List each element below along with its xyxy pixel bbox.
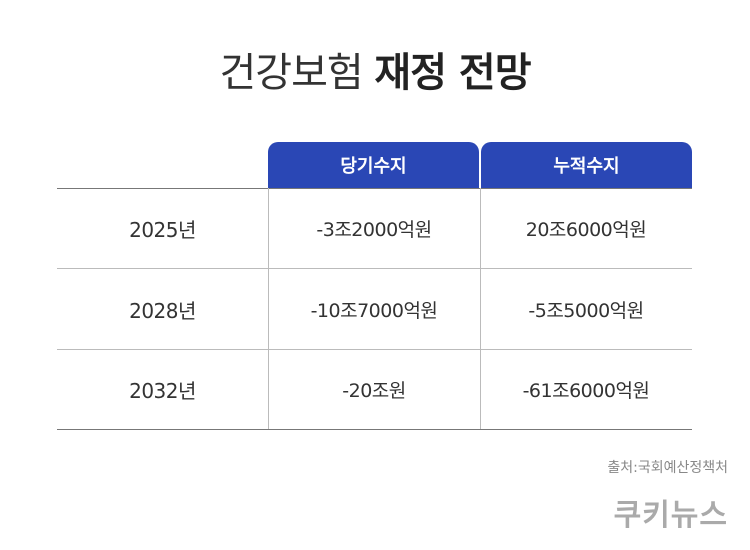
page-title: 건강보험 재정 전망 [0,40,750,98]
row-current: -10조7000억원 [310,299,438,322]
row-current: -3조2000억원 [316,218,432,241]
header-current-balance: 당기수지 [268,142,479,188]
row-cumulative: -5조5000억원 [528,299,644,322]
column-divider [480,188,481,429]
divider [57,429,692,430]
row-current: -20조원 [342,379,406,402]
title-normal: 건강보험 [219,50,363,96]
divider [57,268,692,269]
row-year: 2025년 [129,217,196,242]
logo: 쿠키뉴스 [613,498,728,533]
row-cumulative: -61조6000억원 [522,379,650,402]
row-year: 2028년 [129,298,196,323]
row-year: 2032년 [129,378,196,403]
title-bold: 재정 전망 [374,50,531,96]
header-cumulative-balance: 누적수지 [481,142,692,188]
source-text: 출처:국회예산정책처 [607,460,728,476]
column-divider [268,188,269,429]
row-cumulative: 20조6000억원 [525,218,647,241]
divider [57,188,692,189]
divider [57,349,692,350]
